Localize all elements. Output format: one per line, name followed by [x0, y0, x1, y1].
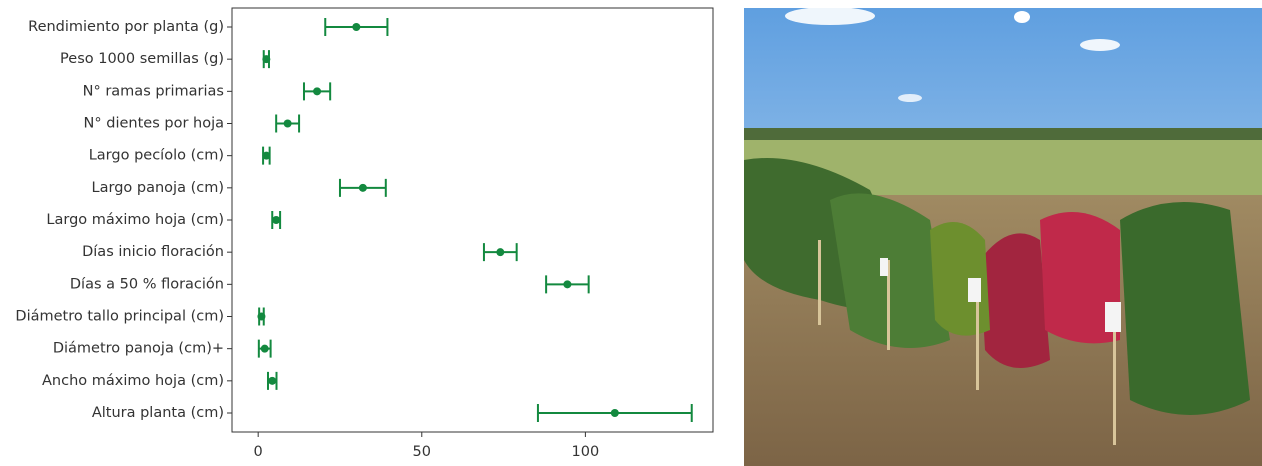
mean-point — [359, 184, 367, 192]
mean-point — [313, 87, 321, 95]
mean-point — [262, 152, 270, 160]
y-tick-label: Rendimiento por planta (g) — [28, 19, 224, 35]
mean-point — [268, 377, 276, 385]
y-tick-label: N° dientes por hoja — [84, 116, 224, 132]
x-tick-label: 50 — [413, 444, 431, 460]
mean-point — [611, 409, 619, 417]
y-tick-label: Largo panoja (cm) — [92, 180, 224, 196]
mean-point — [272, 216, 280, 224]
mean-point — [496, 248, 504, 256]
y-tick-label: Largo pecíolo (cm) — [89, 148, 224, 164]
x-tick-label: 100 — [572, 444, 600, 460]
mean-point — [284, 120, 292, 128]
mean-point — [563, 280, 571, 288]
mean-point — [261, 345, 269, 353]
field-photo — [744, 7, 1262, 466]
y-tick-label: Días a 50 % floración — [70, 276, 224, 292]
mean-point — [352, 23, 360, 31]
y-tick-label: Diámetro tallo principal (cm) — [15, 309, 224, 325]
y-tick-label: Altura planta (cm) — [92, 405, 224, 421]
mean-point — [262, 55, 270, 63]
y-tick-label: Peso 1000 semillas (g) — [60, 51, 224, 67]
mean-point — [257, 313, 265, 321]
page: 0 50 100 Rendimiento por planta (g) Peso 100… — [0, 0, 1262, 466]
y-tick-label: N° ramas primarias — [83, 83, 224, 99]
x-tick-label: 0 — [254, 444, 263, 460]
y-tick-label: Días inicio floración — [82, 244, 224, 260]
y-tick-label: Diámetro panoja (cm)+ — [53, 341, 224, 357]
plot-frame — [232, 8, 713, 432]
y-tick-label: Largo máximo hoja (cm) — [46, 212, 224, 228]
y-tick-label: Ancho máximo hoja (cm) — [42, 373, 224, 389]
